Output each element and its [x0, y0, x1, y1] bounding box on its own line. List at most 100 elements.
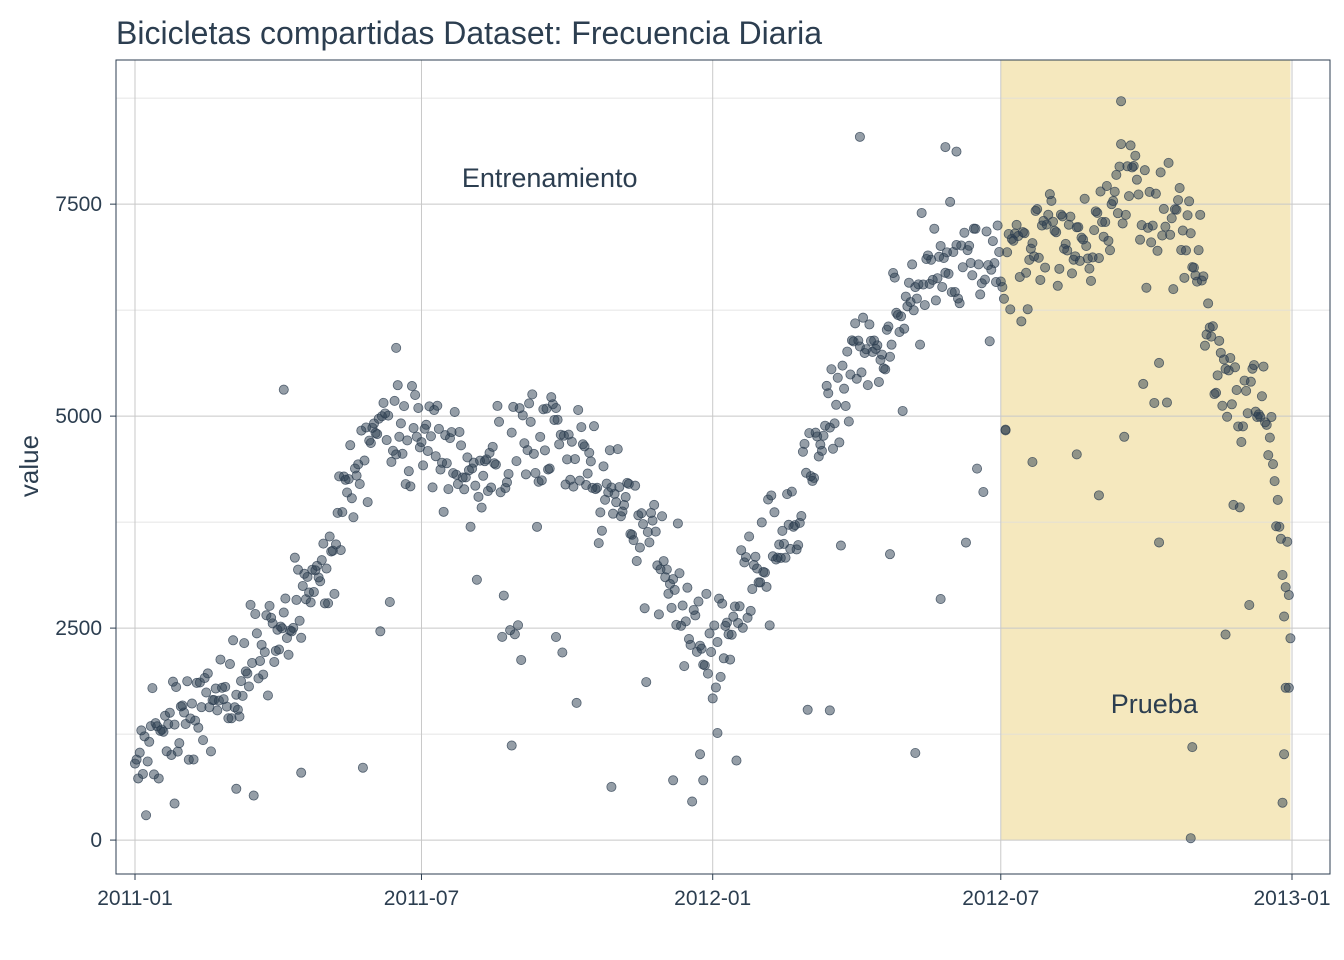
- data-point: [321, 563, 332, 574]
- data-point: [551, 632, 562, 643]
- data-point: [1154, 537, 1165, 548]
- data-point: [954, 298, 965, 309]
- data-point: [1182, 210, 1193, 221]
- data-point: [1005, 304, 1016, 315]
- data-point: [202, 668, 213, 679]
- data-point: [638, 519, 649, 530]
- data-point: [1168, 284, 1179, 295]
- data-point: [1073, 222, 1084, 233]
- data-point: [1256, 391, 1267, 402]
- data-point: [288, 622, 299, 633]
- data-point: [897, 405, 908, 416]
- data-point: [248, 790, 259, 801]
- data-point: [323, 598, 334, 609]
- data-point: [1071, 449, 1082, 460]
- data-point: [726, 629, 737, 640]
- data-point: [992, 220, 1003, 231]
- data-point: [316, 555, 327, 566]
- region-label-prueba: Prueba: [1111, 689, 1199, 719]
- data-point: [1101, 180, 1112, 191]
- data-point: [501, 477, 512, 488]
- data-point: [710, 682, 721, 693]
- data-point: [198, 735, 209, 746]
- data-point: [1135, 234, 1146, 245]
- data-point: [973, 259, 984, 270]
- data-point: [462, 452, 473, 463]
- data-point: [1161, 397, 1172, 408]
- data-point: [1211, 387, 1222, 398]
- data-point: [1138, 378, 1149, 389]
- data-point: [899, 323, 910, 334]
- data-point: [570, 454, 581, 465]
- data-point: [296, 632, 307, 643]
- data-point: [454, 426, 465, 437]
- data-point: [274, 644, 285, 655]
- data-point: [1203, 298, 1214, 309]
- data-point: [1103, 235, 1114, 246]
- data-point: [1198, 271, 1209, 282]
- data-point: [919, 300, 930, 311]
- data-point: [486, 482, 497, 493]
- data-point: [984, 336, 995, 347]
- data-point: [884, 549, 895, 560]
- data-point: [1022, 304, 1033, 315]
- points-layer: [129, 96, 1296, 844]
- data-point: [644, 537, 655, 548]
- data-point: [979, 274, 990, 285]
- data-point: [1116, 96, 1127, 107]
- data-point: [828, 443, 839, 454]
- data-point: [702, 668, 713, 679]
- x-tick-label: 2012-01: [674, 887, 751, 910]
- data-point: [536, 475, 547, 486]
- data-point: [1282, 536, 1293, 547]
- data-point: [584, 447, 595, 458]
- data-point: [1108, 196, 1119, 207]
- data-point: [262, 690, 273, 701]
- data-point: [1027, 238, 1038, 249]
- data-point: [636, 508, 647, 519]
- data-point: [324, 531, 335, 542]
- data-point: [494, 416, 505, 427]
- data-point: [769, 507, 780, 518]
- data-point: [593, 538, 604, 549]
- data-point: [1160, 221, 1171, 232]
- data-point: [736, 545, 747, 556]
- data-point: [707, 693, 718, 704]
- data-point: [269, 656, 280, 667]
- data-point: [858, 312, 869, 323]
- data-point: [1234, 502, 1245, 513]
- data-point: [141, 810, 152, 821]
- data-point: [1285, 633, 1296, 644]
- data-point: [1155, 167, 1166, 178]
- data-point: [1152, 245, 1163, 256]
- data-point: [239, 638, 250, 649]
- data-point: [816, 445, 827, 456]
- data-point: [1206, 331, 1217, 342]
- data-point: [657, 511, 668, 522]
- data-point: [346, 493, 357, 504]
- data-point: [915, 339, 926, 350]
- data-point: [280, 593, 291, 604]
- data-point: [186, 698, 197, 709]
- data-point: [492, 400, 503, 411]
- data-point: [465, 521, 476, 532]
- data-point: [1279, 611, 1290, 622]
- data-point: [137, 768, 148, 779]
- data-point: [169, 719, 180, 730]
- data-point: [873, 376, 884, 387]
- data-point: [405, 481, 416, 492]
- data-point: [416, 437, 427, 448]
- data-point: [318, 538, 329, 549]
- data-point: [951, 146, 962, 157]
- data-point: [258, 669, 269, 680]
- data-point: [997, 281, 1008, 292]
- data-point: [680, 616, 691, 627]
- data-point: [975, 289, 986, 300]
- data-point: [1133, 189, 1144, 200]
- data-point: [406, 381, 417, 392]
- data-point: [243, 681, 254, 692]
- data-point: [614, 482, 625, 493]
- data-point: [880, 364, 891, 375]
- data-point: [666, 602, 677, 613]
